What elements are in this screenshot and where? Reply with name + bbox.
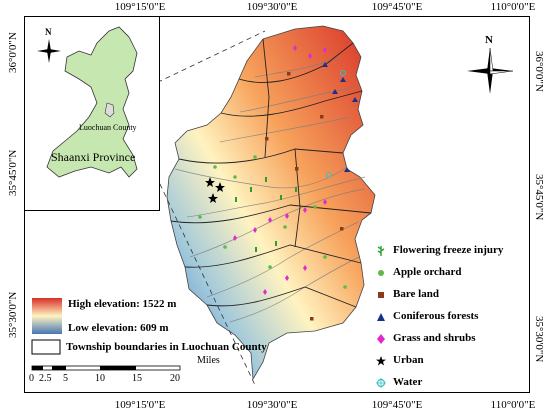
province-label: Shaanxi Province [51, 150, 136, 164]
county-elevation-area [166, 25, 376, 381]
lat-label: 36°0'0"N [533, 51, 545, 92]
legend-label: Coniferous forests [393, 310, 479, 322]
township-boundary-symbol [31, 339, 61, 355]
triangle-icon [377, 313, 385, 321]
lat-label: 36°0'0"N [7, 32, 19, 73]
lon-label: 109°45'0"E [371, 1, 423, 13]
square-icon [378, 292, 384, 298]
low-elevation-label: Low elevation: 609 m [68, 322, 169, 334]
shaanxi-province-shape [46, 26, 138, 178]
inset-connector-line [132, 30, 266, 95]
sample-points [198, 45, 358, 321]
inset-north-arrow: N [35, 27, 63, 63]
scale-tick-label: 20 [170, 373, 180, 384]
scale-tick-label: 15 [132, 373, 142, 384]
lon-label: 109°15'0"E [114, 399, 166, 411]
legend-label: Urban [393, 354, 424, 366]
lon-label: 109°30'0"E [246, 399, 298, 411]
circle-icon [378, 270, 384, 276]
tree-icon [377, 246, 385, 256]
compass-icon [37, 39, 61, 63]
lat-label: 35°30'0"N [533, 316, 545, 363]
scale-bar-unit: Miles [197, 355, 220, 366]
county-label: Luochuan County [79, 123, 137, 132]
point-legend: Flowering freeze injury Apple orchard Ba… [375, 244, 525, 392]
scale-tick-label: 2.5 [39, 373, 52, 384]
legend-label: Apple orchard [393, 266, 462, 278]
lon-label: 109°30'0"E [246, 1, 298, 13]
diamond-icon [377, 334, 385, 344]
scale-tick-label: 10 [95, 373, 105, 384]
map-canvas [31, 25, 376, 386]
north-label: N [485, 34, 493, 46]
north-label: N [45, 27, 52, 37]
sparkle-icon [376, 378, 386, 388]
scale-tick-label: 0 [29, 373, 34, 384]
lat-label: 35°45'0"N [533, 174, 545, 221]
legend-label: Flowering freeze injury [393, 244, 504, 256]
legend-label: Water [393, 376, 423, 388]
scale-tick-label: 5 [63, 373, 68, 384]
inset-map: N Luochuan County Shaanxi Province [25, 17, 160, 211]
elevation-color-ramp [32, 298, 62, 334]
high-elevation-label: High elevation: 1522 m [68, 298, 177, 310]
lat-label: 35°30'0"N [7, 291, 19, 338]
lon-label: 110°0'0"E [490, 399, 536, 411]
scale-bar-graphic [31, 365, 181, 371]
lat-label: 35°45'0"N [7, 149, 19, 196]
inset-canvas [46, 26, 138, 178]
township-boundary-label: Township boundaries in Luochuan County [66, 341, 267, 353]
map-frame: N Luochuan County Shaanxi Province N Hig… [24, 16, 530, 393]
compass-rose-icon [467, 47, 514, 94]
legend-label: Grass and shrubs [393, 332, 476, 344]
north-arrow: N [465, 34, 515, 94]
legend-label: Bare land [393, 288, 439, 300]
lon-label: 109°15'0"E [114, 1, 166, 13]
lon-label: 110°0'0"E [490, 1, 536, 13]
star-icon [376, 356, 386, 366]
lon-label: 109°45'0"E [371, 399, 423, 411]
luochuan-county-outline [104, 102, 115, 118]
